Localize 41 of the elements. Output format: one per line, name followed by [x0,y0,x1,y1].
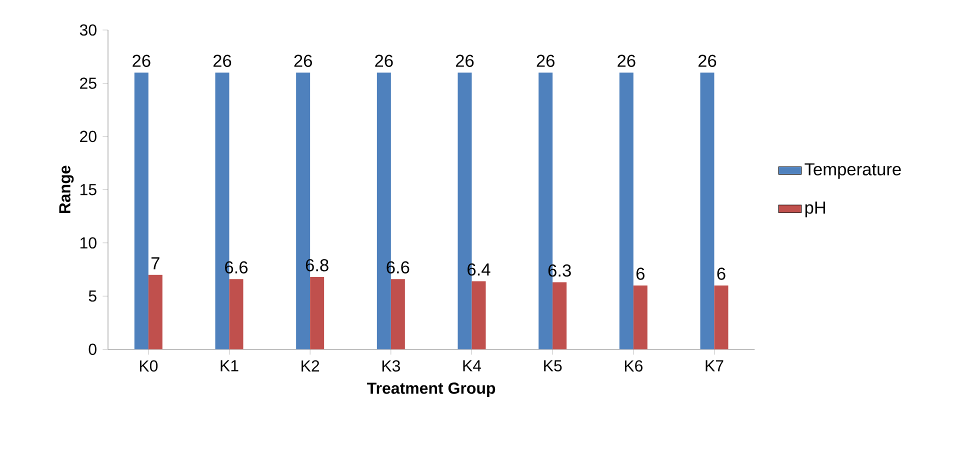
x-tick-label: K4 [463,360,482,372]
bar [619,72,634,350]
legend-label: Temperature [804,163,901,179]
y-tick-label: 30 [80,24,96,36]
data-label: 26 [618,54,636,67]
bar [134,72,148,350]
bar [229,279,244,350]
bar [472,281,486,350]
bar [148,274,162,350]
data-label: 26 [456,54,474,67]
x-tick-label: K2 [302,360,320,372]
bar [552,282,567,350]
data-label: 7 [152,257,160,270]
bar [700,72,714,350]
bar [310,276,324,350]
legend-label: pH [805,202,826,218]
y-axis-title: Range [59,166,74,214]
x-tick-label: K3 [382,360,400,372]
y-tick-label: 25 [80,78,96,89]
x-tick-label: K5 [544,360,562,372]
y-tick-label: 15 [80,184,96,196]
data-label: 26 [375,54,393,67]
data-label: 26 [536,54,554,67]
x-axis-title: Treatment Group [367,382,496,398]
y-tick-label: 0 [88,344,96,355]
data-label: 26 [132,54,150,67]
data-label: 6 [717,268,726,280]
y-tick-label: 10 [80,237,96,249]
x-tick-label: K0 [140,360,158,372]
bar [390,279,405,350]
x-tick-label: K6 [624,360,642,372]
data-label: 26 [294,54,312,67]
data-label: 26 [213,54,232,67]
x-tick-label: K7 [706,360,724,372]
y-tick-label: 5 [88,290,96,302]
y-tick-label: 20 [80,130,96,142]
data-label: 6 [636,268,644,280]
bar [714,285,728,350]
bar [633,285,648,350]
data-label: 26 [698,54,716,67]
x-tick-label: K1 [220,360,238,372]
